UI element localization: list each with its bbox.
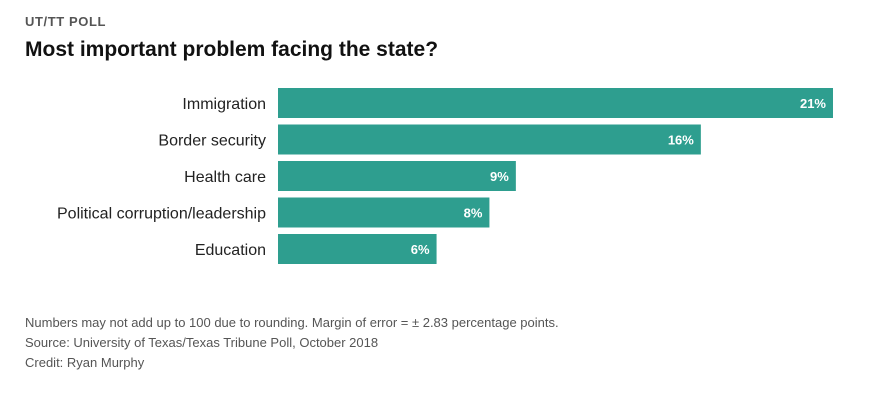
value-label: 6% bbox=[411, 242, 430, 257]
category-label: Education bbox=[195, 242, 266, 259]
chart-kicker: UT/TT POLL bbox=[25, 14, 107, 29]
category-label: Health care bbox=[184, 169, 266, 186]
category-label: Political corruption/leadership bbox=[57, 206, 266, 223]
bar bbox=[278, 234, 437, 264]
value-label: 8% bbox=[464, 206, 483, 221]
value-label: 21% bbox=[800, 96, 826, 111]
source-note: Source: University of Texas/Texas Tribun… bbox=[25, 335, 379, 350]
category-label: Border security bbox=[158, 133, 266, 150]
credit-note: Credit: Ryan Murphy bbox=[25, 355, 145, 370]
bar bbox=[278, 124, 701, 155]
bar bbox=[278, 88, 833, 118]
bar bbox=[278, 161, 516, 191]
chart-footer: Numbers may not add up to 100 due to rou… bbox=[25, 313, 559, 373]
bar-chart: Immigration 21% Border security 16% Health c… bbox=[57, 88, 833, 264]
bar bbox=[278, 197, 490, 228]
value-label: 16% bbox=[668, 133, 694, 148]
chart-title: Most important problem facing the state? bbox=[25, 38, 439, 61]
footnote: Numbers may not add up to 100 due to rou… bbox=[25, 315, 559, 330]
value-label: 9% bbox=[490, 169, 509, 184]
category-label: Immigration bbox=[182, 96, 266, 113]
